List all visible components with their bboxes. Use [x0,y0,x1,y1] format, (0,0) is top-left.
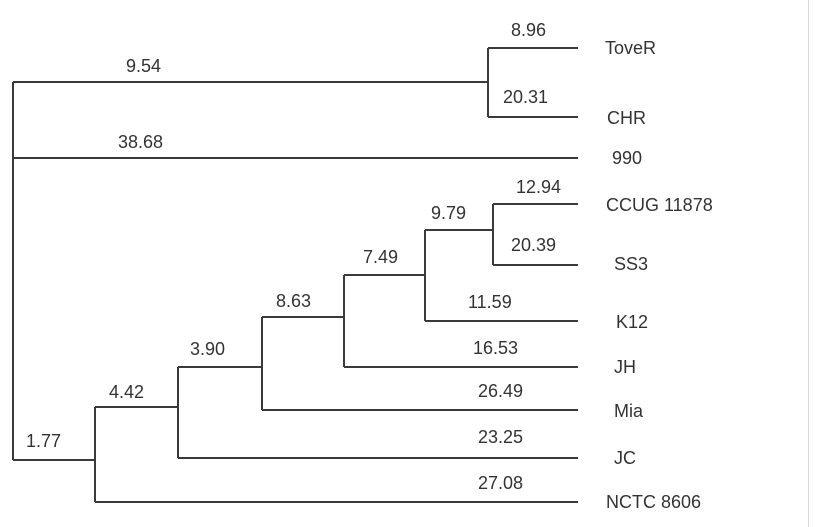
branch-length-label: 20.39 [511,235,556,255]
leaf-label: JC [614,448,636,468]
branch-length-label: 23.25 [478,427,523,447]
branch-length-label: 16.53 [473,338,518,358]
branch-length-label: 20.31 [503,87,548,107]
leaf-label: CHR [607,108,646,128]
branch-length-label: 3.90 [190,339,225,359]
leaf-label: Mia [614,401,644,421]
leaf-label: NCTC 8606 [606,492,701,512]
branch-length-label: 8.63 [276,291,311,311]
leaf-label: K12 [616,312,648,332]
branch-length-label: 12.94 [516,177,561,197]
leaf-label: CCUG 11878 [606,195,713,215]
branch-length-label: 9.54 [126,56,161,76]
branch-length-label: 26.49 [478,381,523,401]
branch-length-label: 11.59 [468,292,512,312]
branch-length-label: 27.08 [478,473,523,493]
leaf-label: JH [614,357,636,377]
branch-length-label: 8.96 [511,20,546,40]
right-border-line [808,0,809,527]
leaf-label: ToveR [605,38,656,58]
leaf-label: 990 [612,148,642,168]
branch-length-label: 7.49 [363,247,398,267]
branch-length-label: 4.42 [109,382,144,402]
branch-length-label: 38.68 [118,132,163,152]
leaf-label: SS3 [614,254,648,274]
branch-length-label: 9.79 [431,203,466,223]
branch-length-label: 1.77 [26,431,61,451]
